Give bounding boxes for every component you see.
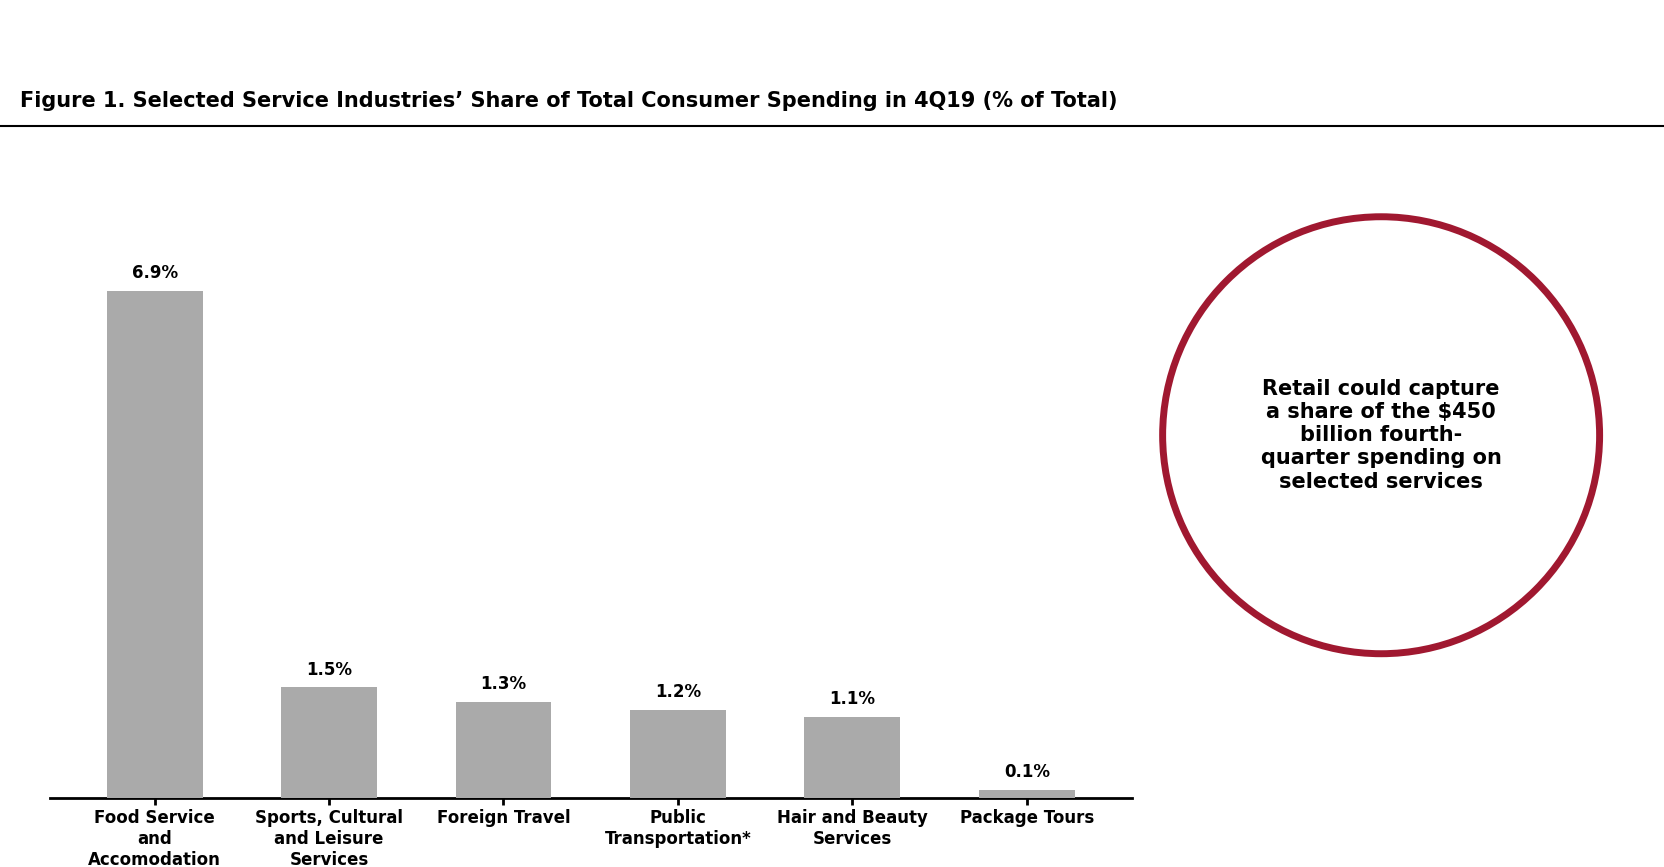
- Bar: [281, 688, 378, 798]
- Bar: [456, 702, 551, 798]
- Text: 1.2%: 1.2%: [656, 682, 701, 701]
- Text: 6.9%: 6.9%: [131, 264, 178, 282]
- Text: 1.5%: 1.5%: [306, 661, 353, 679]
- Text: 1.3%: 1.3%: [481, 675, 526, 694]
- Bar: [804, 717, 900, 798]
- Text: 1.1%: 1.1%: [829, 690, 875, 708]
- Bar: [631, 709, 726, 798]
- Text: 0.1%: 0.1%: [1003, 764, 1050, 781]
- Text: Figure 1. Selected Service Industries’ Share of Total Consumer Spending in 4Q19 : Figure 1. Selected Service Industries’ S…: [20, 91, 1118, 111]
- Text: Retail could capture
a share of the $450
billion fourth-
quarter spending on
sel: Retail could capture a share of the $450…: [1261, 379, 1501, 492]
- Bar: [106, 291, 203, 798]
- Bar: [978, 791, 1075, 798]
